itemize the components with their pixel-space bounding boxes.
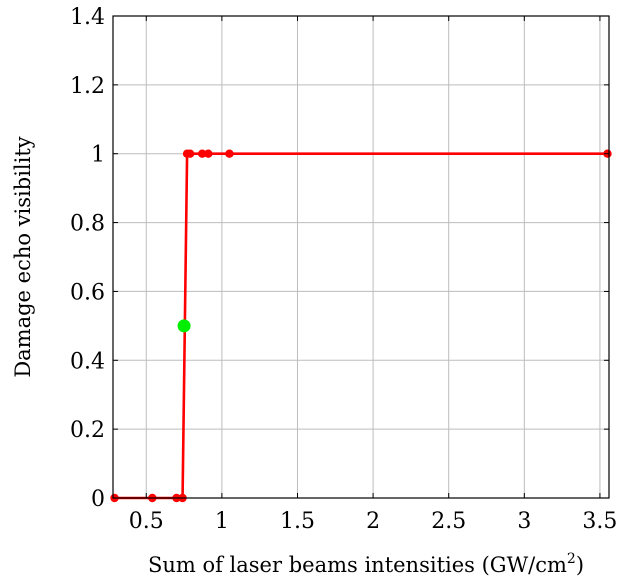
x-axis-label-tail: ) [576,553,584,577]
data-point [185,149,195,158]
x-axis-label: Sum of laser beams intensities (GW/cm2) [148,551,584,577]
x-tick-label: 3.5 [582,509,617,534]
x-axis-ticks: 0.5 1 1.5 2 2.5 3 3.5 [129,16,617,534]
x-tick-label: 2.5 [431,509,466,534]
x-tick-label: 3 [517,509,531,534]
y-tick-label: 0.8 [70,212,105,237]
grid [113,15,609,499]
x-tick-label: 0.5 [129,509,164,534]
y-tick-label: 1.2 [70,74,105,99]
x-tick-label: 2 [366,509,380,534]
x-tick-label: 1 [215,509,229,534]
y-axis-ticks: 0 0.2 0.4 0.6 0.8 1 1.2 1.4 [70,5,609,512]
y-tick-label: 1 [91,143,105,168]
x-axis-label-main: Sum of laser beams intensities (GW/cm [148,553,567,577]
plot-frame [112,15,610,499]
y-tick-label: 0 [91,487,105,512]
data-point [198,149,207,158]
y-axis-label: Damage echo visibility [11,136,35,377]
y-tick-label: 0.2 [70,418,105,443]
data-point [204,149,213,158]
x-axis-label-superscript: 2 [567,551,576,567]
highlight-point [177,319,191,333]
y-tick-label: 0.6 [70,280,105,305]
y-tick-label: 0.4 [70,349,105,374]
data-point [225,149,234,158]
x-tick-label: 1.5 [280,509,315,534]
points-layer [110,149,612,503]
y-tick-label: 1.4 [70,5,105,30]
